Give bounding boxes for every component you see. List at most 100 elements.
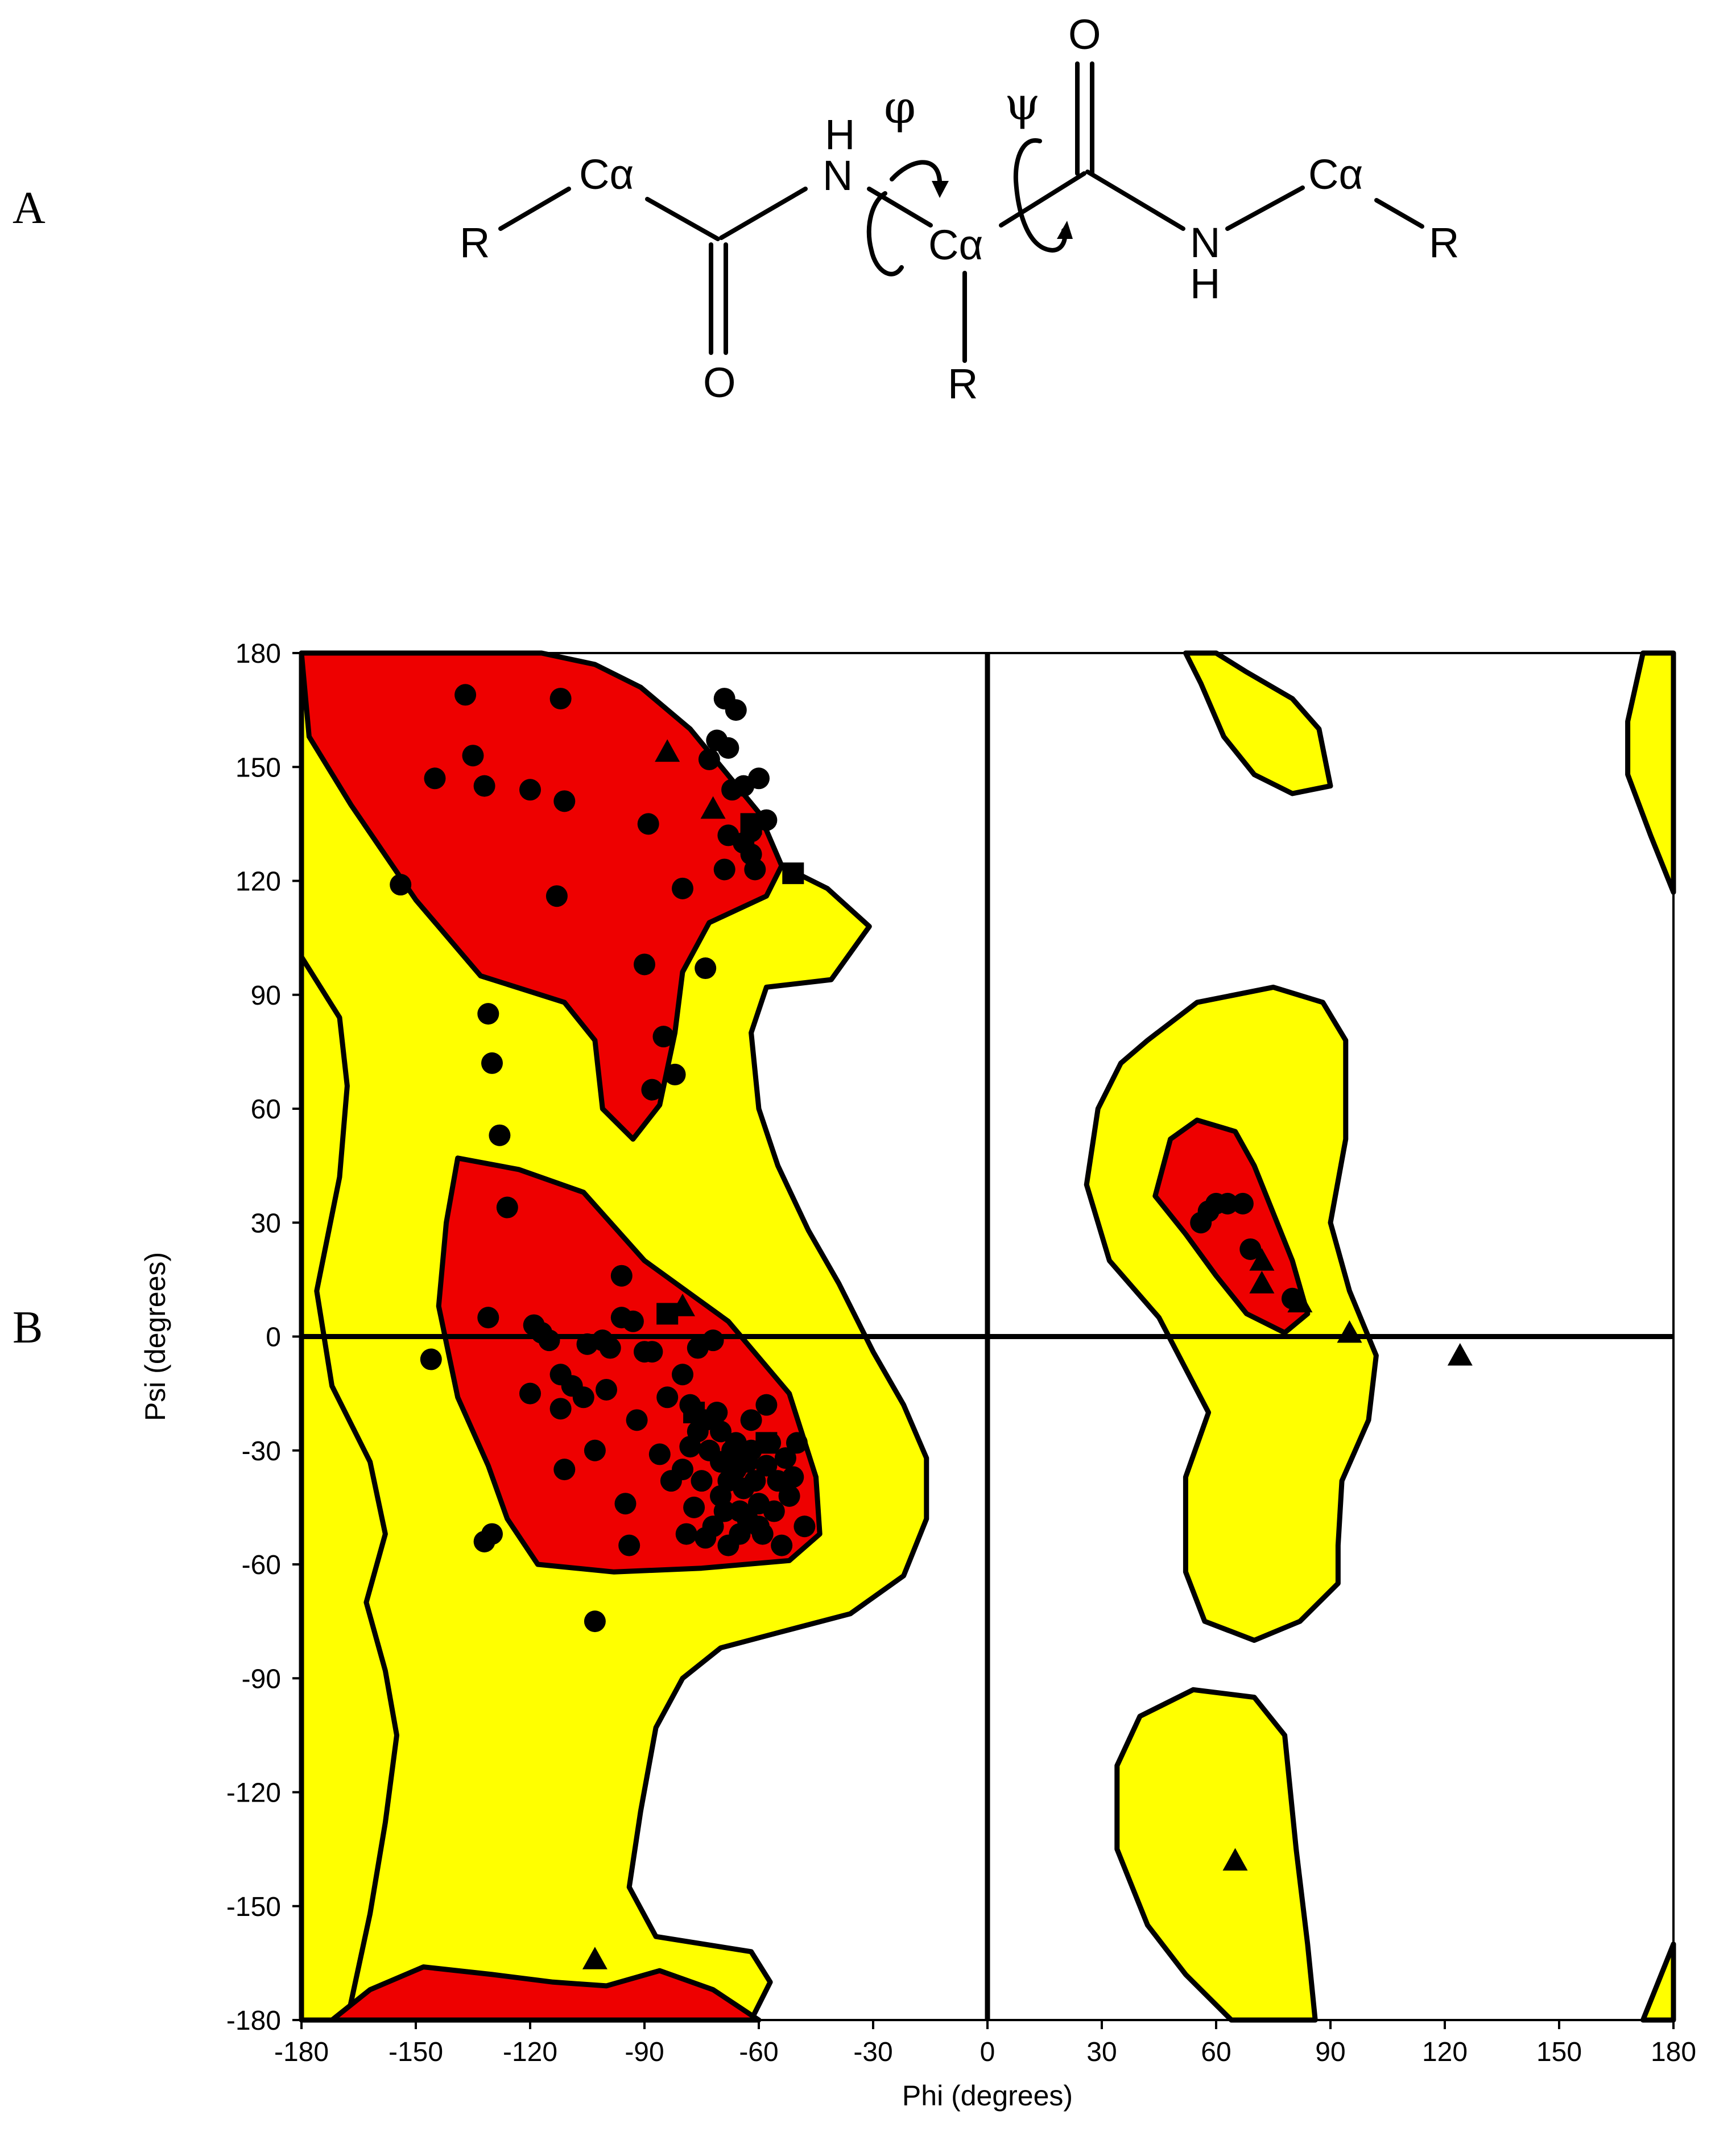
favoured-region <box>329 1964 762 2023</box>
psi-arrowhead <box>1057 221 1073 239</box>
data-points <box>390 684 1473 1969</box>
x-tick-label: -90 <box>625 2037 664 2067</box>
panel-a-label: A <box>13 183 46 233</box>
residue-point-circle <box>473 1530 495 1552</box>
residue-point-circle <box>721 779 743 801</box>
residue-point-circle <box>782 1466 804 1488</box>
residue-point-circle <box>614 1493 637 1515</box>
y-tick-label: 30 <box>251 1208 281 1238</box>
residue-point-triangle <box>1249 1271 1275 1294</box>
y-tick-label: -150 <box>226 1892 281 1922</box>
bond-n-ca-center <box>867 187 933 228</box>
psi-symbol: ψ <box>1005 77 1040 130</box>
residue-point-circle <box>420 1348 442 1370</box>
y-tick-label: -120 <box>226 1778 281 1808</box>
y-tick-label: 150 <box>235 753 281 783</box>
residue-point-circle <box>599 1337 621 1359</box>
atom-n-right: N <box>1190 219 1220 266</box>
panel-b-label: B <box>13 1303 43 1353</box>
residue-point-circle <box>610 1265 633 1287</box>
residue-point-circle <box>584 1610 606 1633</box>
residue-point-circle <box>549 1398 572 1420</box>
residue-point-circle <box>763 1500 785 1522</box>
residue-point-circle <box>751 1523 774 1545</box>
residue-point-circle <box>698 748 720 770</box>
residue-point-circle <box>538 1329 560 1352</box>
residue-point-square <box>755 1432 778 1454</box>
residue-point-circle <box>755 1455 778 1477</box>
residue-point-circle <box>454 684 477 706</box>
residue-point-circle <box>1217 1192 1239 1215</box>
residue-point-circle <box>553 1459 576 1481</box>
residue-point-circle <box>584 1439 606 1461</box>
x-tick-label: -120 <box>503 2037 557 2067</box>
residue-point-circle <box>622 1310 644 1332</box>
x-axis-label: Phi (degrees) <box>902 2080 1073 2112</box>
atom-r-right: R <box>1429 219 1459 266</box>
residue-point-circle <box>477 1307 499 1329</box>
residue-point-triangle <box>1447 1343 1473 1366</box>
y-tick-label: 90 <box>251 981 281 1011</box>
residue-point-circle <box>717 1470 739 1492</box>
peptide-structure: R Cα O H N Cα R O N H Cα R φ ψ <box>460 11 1459 407</box>
residue-point-circle <box>771 1534 793 1556</box>
allowed-region <box>1114 1687 1318 2023</box>
residue-point-triangle <box>582 1947 607 1969</box>
residue-point-circle <box>481 1052 503 1074</box>
x-tick-label: 0 <box>980 2037 995 2067</box>
residue-point-circle <box>717 737 739 759</box>
residue-point-circle <box>656 1386 679 1409</box>
phi-symbol: φ <box>884 81 916 134</box>
residue-point-circle <box>390 874 412 896</box>
bond-c-n-left <box>719 187 808 240</box>
residue-point-circle <box>641 1341 663 1363</box>
residue-point-circle <box>641 1079 663 1101</box>
bond-ca-c-left <box>645 197 720 241</box>
ramachandran-plot: -180 -150 -120 -90 -60 -30 0 30 60 90 120 150 180 -1… <box>139 639 1696 2112</box>
residue-point-circle <box>652 1026 675 1048</box>
bond-ca-r-right <box>1374 198 1424 229</box>
residue-point-circle <box>744 1470 766 1492</box>
residue-point-circle <box>755 1394 778 1416</box>
residue-point-circle <box>618 1534 640 1556</box>
residue-point-circle <box>496 1196 518 1219</box>
residue-point-circle <box>477 1003 499 1025</box>
y-tick-label: 180 <box>235 639 281 669</box>
residue-point-circle <box>702 1329 724 1352</box>
phi-rotation-arrow <box>866 191 904 276</box>
allowed-region <box>1640 1942 1676 2023</box>
residue-point-circle <box>740 1409 762 1431</box>
residue-point-triangle <box>1287 1290 1313 1313</box>
residue-point-circle <box>793 1515 816 1538</box>
residue-point-circle <box>744 858 766 881</box>
residue-point-circle <box>695 1527 717 1549</box>
residue-point-circle <box>713 858 735 881</box>
y-tick-label: -30 <box>242 1436 281 1467</box>
residue-point-circle <box>691 1470 713 1492</box>
residue-point-circle <box>675 1523 697 1545</box>
y-tick-label: -60 <box>242 1550 281 1580</box>
residue-point-circle <box>519 779 541 801</box>
residue-point-circle <box>683 1496 705 1518</box>
residue-point-circle <box>489 1124 511 1146</box>
y-axis-label: Psi (degrees) <box>139 1252 171 1421</box>
residue-point-circle <box>424 767 446 790</box>
atom-ca-left: Cα <box>579 151 634 198</box>
residue-point-circle <box>553 790 576 812</box>
residue-point-circle <box>729 1523 751 1545</box>
phi-rotation-arrow-upper <box>890 160 942 183</box>
x-tick-label: 60 <box>1201 2037 1231 2067</box>
x-axis-ticks: -180 -150 -120 -90 -60 -30 0 30 60 90 120 150 180 <box>274 2020 1696 2067</box>
atom-r-left: R <box>460 219 490 266</box>
x-tick-label: 120 <box>1422 2037 1468 2067</box>
favoured-region <box>1152 1117 1311 1336</box>
residue-point-triangle <box>1249 1248 1275 1271</box>
bond-c-n-right <box>1085 170 1185 231</box>
residue-point-circle <box>1239 1238 1262 1260</box>
residue-point-circle <box>1231 1192 1254 1215</box>
x-tick-label: -30 <box>853 2037 892 2067</box>
residue-point-circle <box>786 1432 808 1454</box>
residue-point-circle <box>637 813 659 835</box>
residue-point-square <box>683 1402 705 1423</box>
